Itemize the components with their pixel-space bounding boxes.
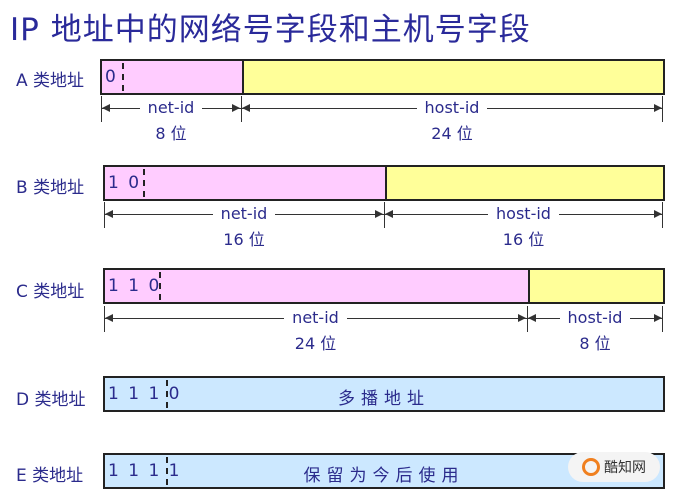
host-bits-label: 8 位 <box>579 334 611 353</box>
net-id-label: net-id <box>284 308 347 327</box>
host-id-dimension: host-id 16 位 <box>384 202 663 249</box>
dashed-divider <box>122 63 124 91</box>
host-bits-label: 24 位 <box>431 124 473 143</box>
net-id-dimension: net-id 16 位 <box>104 202 384 249</box>
logo-icon <box>582 458 600 476</box>
dashed-divider <box>143 169 145 197</box>
row-label-a: A 类地址 <box>16 71 85 91</box>
host-id-label: host-id <box>416 98 488 117</box>
leading-bits: 1 1 1 1 <box>108 461 182 481</box>
row-label-b: B 类地址 <box>16 178 85 198</box>
class-e-bar: 1 1 1 1 保留为今后使用 <box>103 453 665 489</box>
net-id-dimension: net-id 8 位 <box>101 96 241 143</box>
net-id-dimension: net-id 24 位 <box>104 306 527 353</box>
net-segment <box>105 167 385 199</box>
host-id-dimension: host-id 24 位 <box>241 96 663 143</box>
leading-bits: 1 1 1 0 <box>108 384 182 404</box>
watermark-logo: 酷知网 <box>568 452 660 482</box>
host-id-dimension: host-id 8 位 <box>527 306 663 353</box>
multicast-label: 多播地址 <box>338 389 430 409</box>
net-id-label: net-id <box>139 98 203 117</box>
host-bits-label: 16 位 <box>502 230 545 249</box>
row-label-e: E 类地址 <box>16 466 84 486</box>
net-bits-label: 8 位 <box>155 124 187 143</box>
class-a-bar: 0 <box>100 59 665 95</box>
page-title: IP 地址中的网络号字段和主机号字段 <box>10 12 531 48</box>
dashed-divider <box>159 272 161 300</box>
host-id-label: host-id <box>559 308 631 327</box>
watermark-name: 酷知网 <box>604 460 646 476</box>
host-segment <box>385 167 663 199</box>
host-id-label: host-id <box>488 204 559 223</box>
leading-bits: 1 1 0 <box>108 276 162 296</box>
row-label-d: D 类地址 <box>16 390 86 410</box>
host-segment <box>242 61 663 93</box>
dashed-divider <box>166 457 168 485</box>
leading-bits: 0 <box>105 67 118 87</box>
class-d-bar: 1 1 1 0 多播地址 <box>103 376 665 412</box>
net-bits-label: 24 位 <box>294 334 337 353</box>
dashed-divider <box>166 380 168 408</box>
class-c-bar: 1 1 0 <box>103 268 665 304</box>
net-segment <box>102 61 242 93</box>
leading-bits: 1 0 <box>108 173 142 193</box>
host-segment <box>528 270 663 302</box>
class-b-bar: 1 0 <box>103 165 665 201</box>
reserved-label: 保留为今后使用 <box>303 466 465 486</box>
net-segment <box>105 270 528 302</box>
net-id-label: net-id <box>212 204 276 223</box>
net-bits-label: 16 位 <box>223 230 265 249</box>
row-label-c: C 类地址 <box>16 282 85 302</box>
